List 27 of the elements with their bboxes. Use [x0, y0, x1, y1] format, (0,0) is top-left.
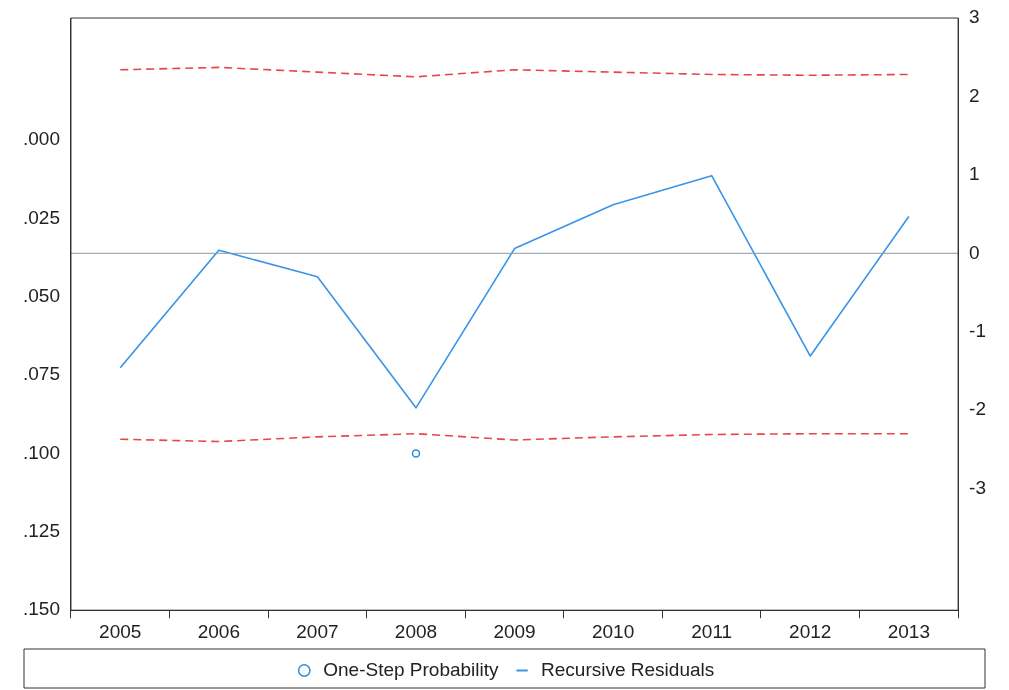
legend-label: One-Step Probability — [323, 658, 500, 680]
x-tick-label: 2005 — [99, 620, 142, 642]
y-tick-label: .100 — [23, 441, 60, 463]
x-tick-label: 2012 — [789, 620, 832, 642]
y-tick-label: .025 — [23, 206, 60, 228]
y2-tick-label: 0 — [969, 241, 980, 263]
y2-tick-label: -3 — [969, 476, 987, 498]
y2-tick-label: 1 — [969, 163, 980, 185]
line-series — [119, 66, 910, 78]
x-tick-label: 2011 — [691, 620, 733, 642]
line-series — [119, 432, 910, 443]
y-tick-label: .075 — [23, 363, 60, 385]
y-tick-label: .150 — [23, 598, 60, 620]
y2-tick-label: 2 — [969, 84, 980, 106]
y2-tick-label: -2 — [969, 398, 987, 420]
y-tick-label: .050 — [23, 285, 60, 307]
y-tick-label: .125 — [23, 520, 60, 542]
legend-label: Recursive Residuals — [541, 658, 715, 680]
x-tick-label: 2006 — [197, 620, 240, 642]
y2-tick-label: -1 — [969, 319, 987, 341]
x-tick-label: 2007 — [296, 620, 339, 642]
y-tick-label: .000 — [23, 128, 60, 150]
x-tick-label: 2010 — [591, 620, 635, 642]
x-tick-label: 2013 — [887, 620, 930, 642]
y2-tick-label: 3 — [969, 6, 980, 28]
x-tick-label: 2009 — [493, 620, 536, 642]
x-tick-label: 2008 — [394, 620, 438, 642]
